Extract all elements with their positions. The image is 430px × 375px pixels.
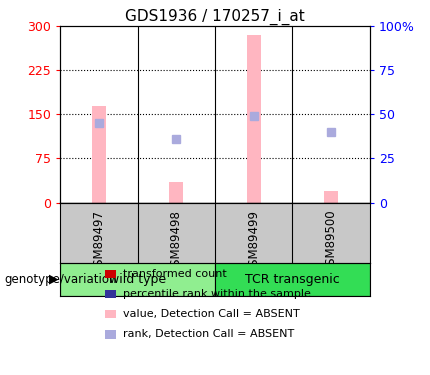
Bar: [247, 35, 261, 203]
Text: ▶: ▶: [49, 273, 59, 286]
Bar: [215, 262, 370, 296]
Text: value, Detection Call = ABSENT: value, Detection Call = ABSENT: [123, 309, 299, 319]
Text: GSM89497: GSM89497: [92, 210, 105, 274]
Bar: [92, 106, 106, 202]
Bar: [169, 182, 183, 203]
Text: GSM89500: GSM89500: [325, 210, 338, 273]
Bar: [324, 191, 338, 202]
Bar: [60, 262, 215, 296]
Text: transformed count: transformed count: [123, 269, 226, 279]
Text: GSM89498: GSM89498: [170, 210, 183, 274]
Title: GDS1936 / 170257_i_at: GDS1936 / 170257_i_at: [125, 9, 305, 25]
Text: wild type: wild type: [109, 273, 166, 286]
Text: genotype/variation: genotype/variation: [4, 273, 117, 286]
Text: rank, Detection Call = ABSENT: rank, Detection Call = ABSENT: [123, 330, 294, 339]
Text: TCR transgenic: TCR transgenic: [245, 273, 340, 286]
Text: percentile rank within the sample: percentile rank within the sample: [123, 289, 310, 299]
Text: GSM89499: GSM89499: [247, 210, 260, 274]
